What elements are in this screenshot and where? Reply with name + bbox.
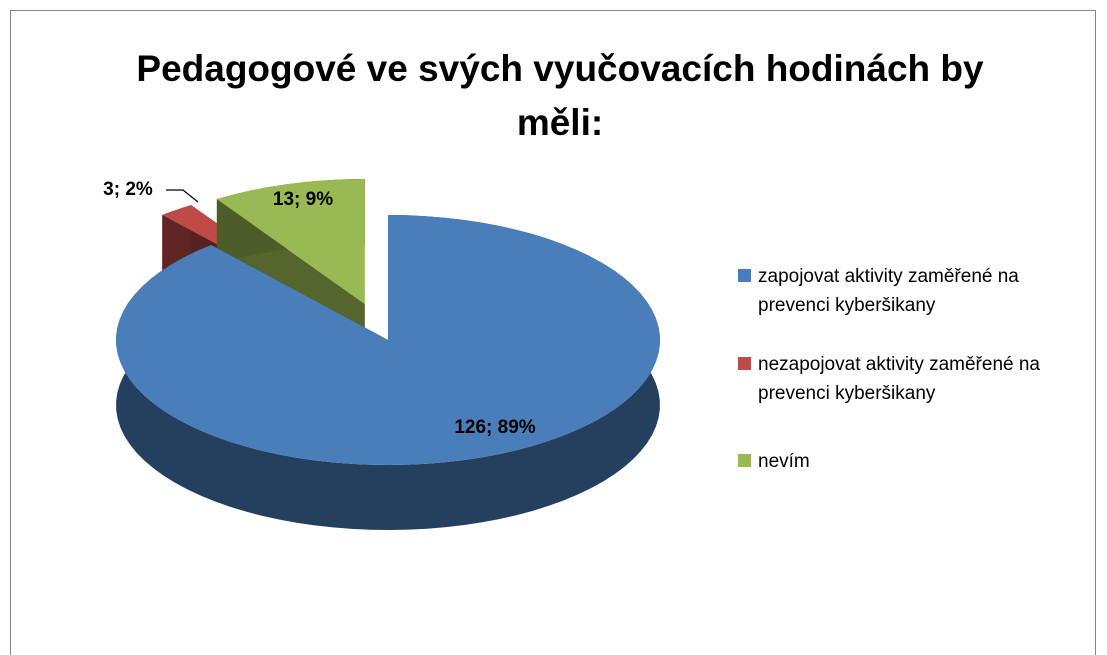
legend-item: nevím [738, 447, 1093, 476]
chart-title: Pedagogové ve svých vyučovacích hodinách… [136, 48, 984, 143]
legend-label: zapojovat aktivity zaměřené na prevenci … [758, 266, 1019, 316]
slice-top [216, 179, 365, 305]
slice-top [116, 215, 660, 465]
data-label: 13; 9% [273, 189, 333, 210]
leader-line [166, 189, 199, 203]
slice [116, 215, 660, 530]
legend-item: zapojovat aktivity zaměřené na prevenci … [738, 262, 1093, 320]
chart-border [10, 10, 1096, 655]
legend-swatch [738, 357, 751, 370]
legend-swatch [738, 269, 751, 282]
data-label: 126; 89% [454, 417, 535, 438]
legend-swatch [738, 454, 751, 467]
data-label: 3; 2% [103, 179, 153, 200]
legend-item: nezapojovat aktivity zaměřené na prevenc… [738, 350, 1093, 408]
legend-label: nevím [758, 451, 810, 472]
legend-label: nezapojovat aktivity zaměřené na prevenc… [758, 354, 1040, 404]
